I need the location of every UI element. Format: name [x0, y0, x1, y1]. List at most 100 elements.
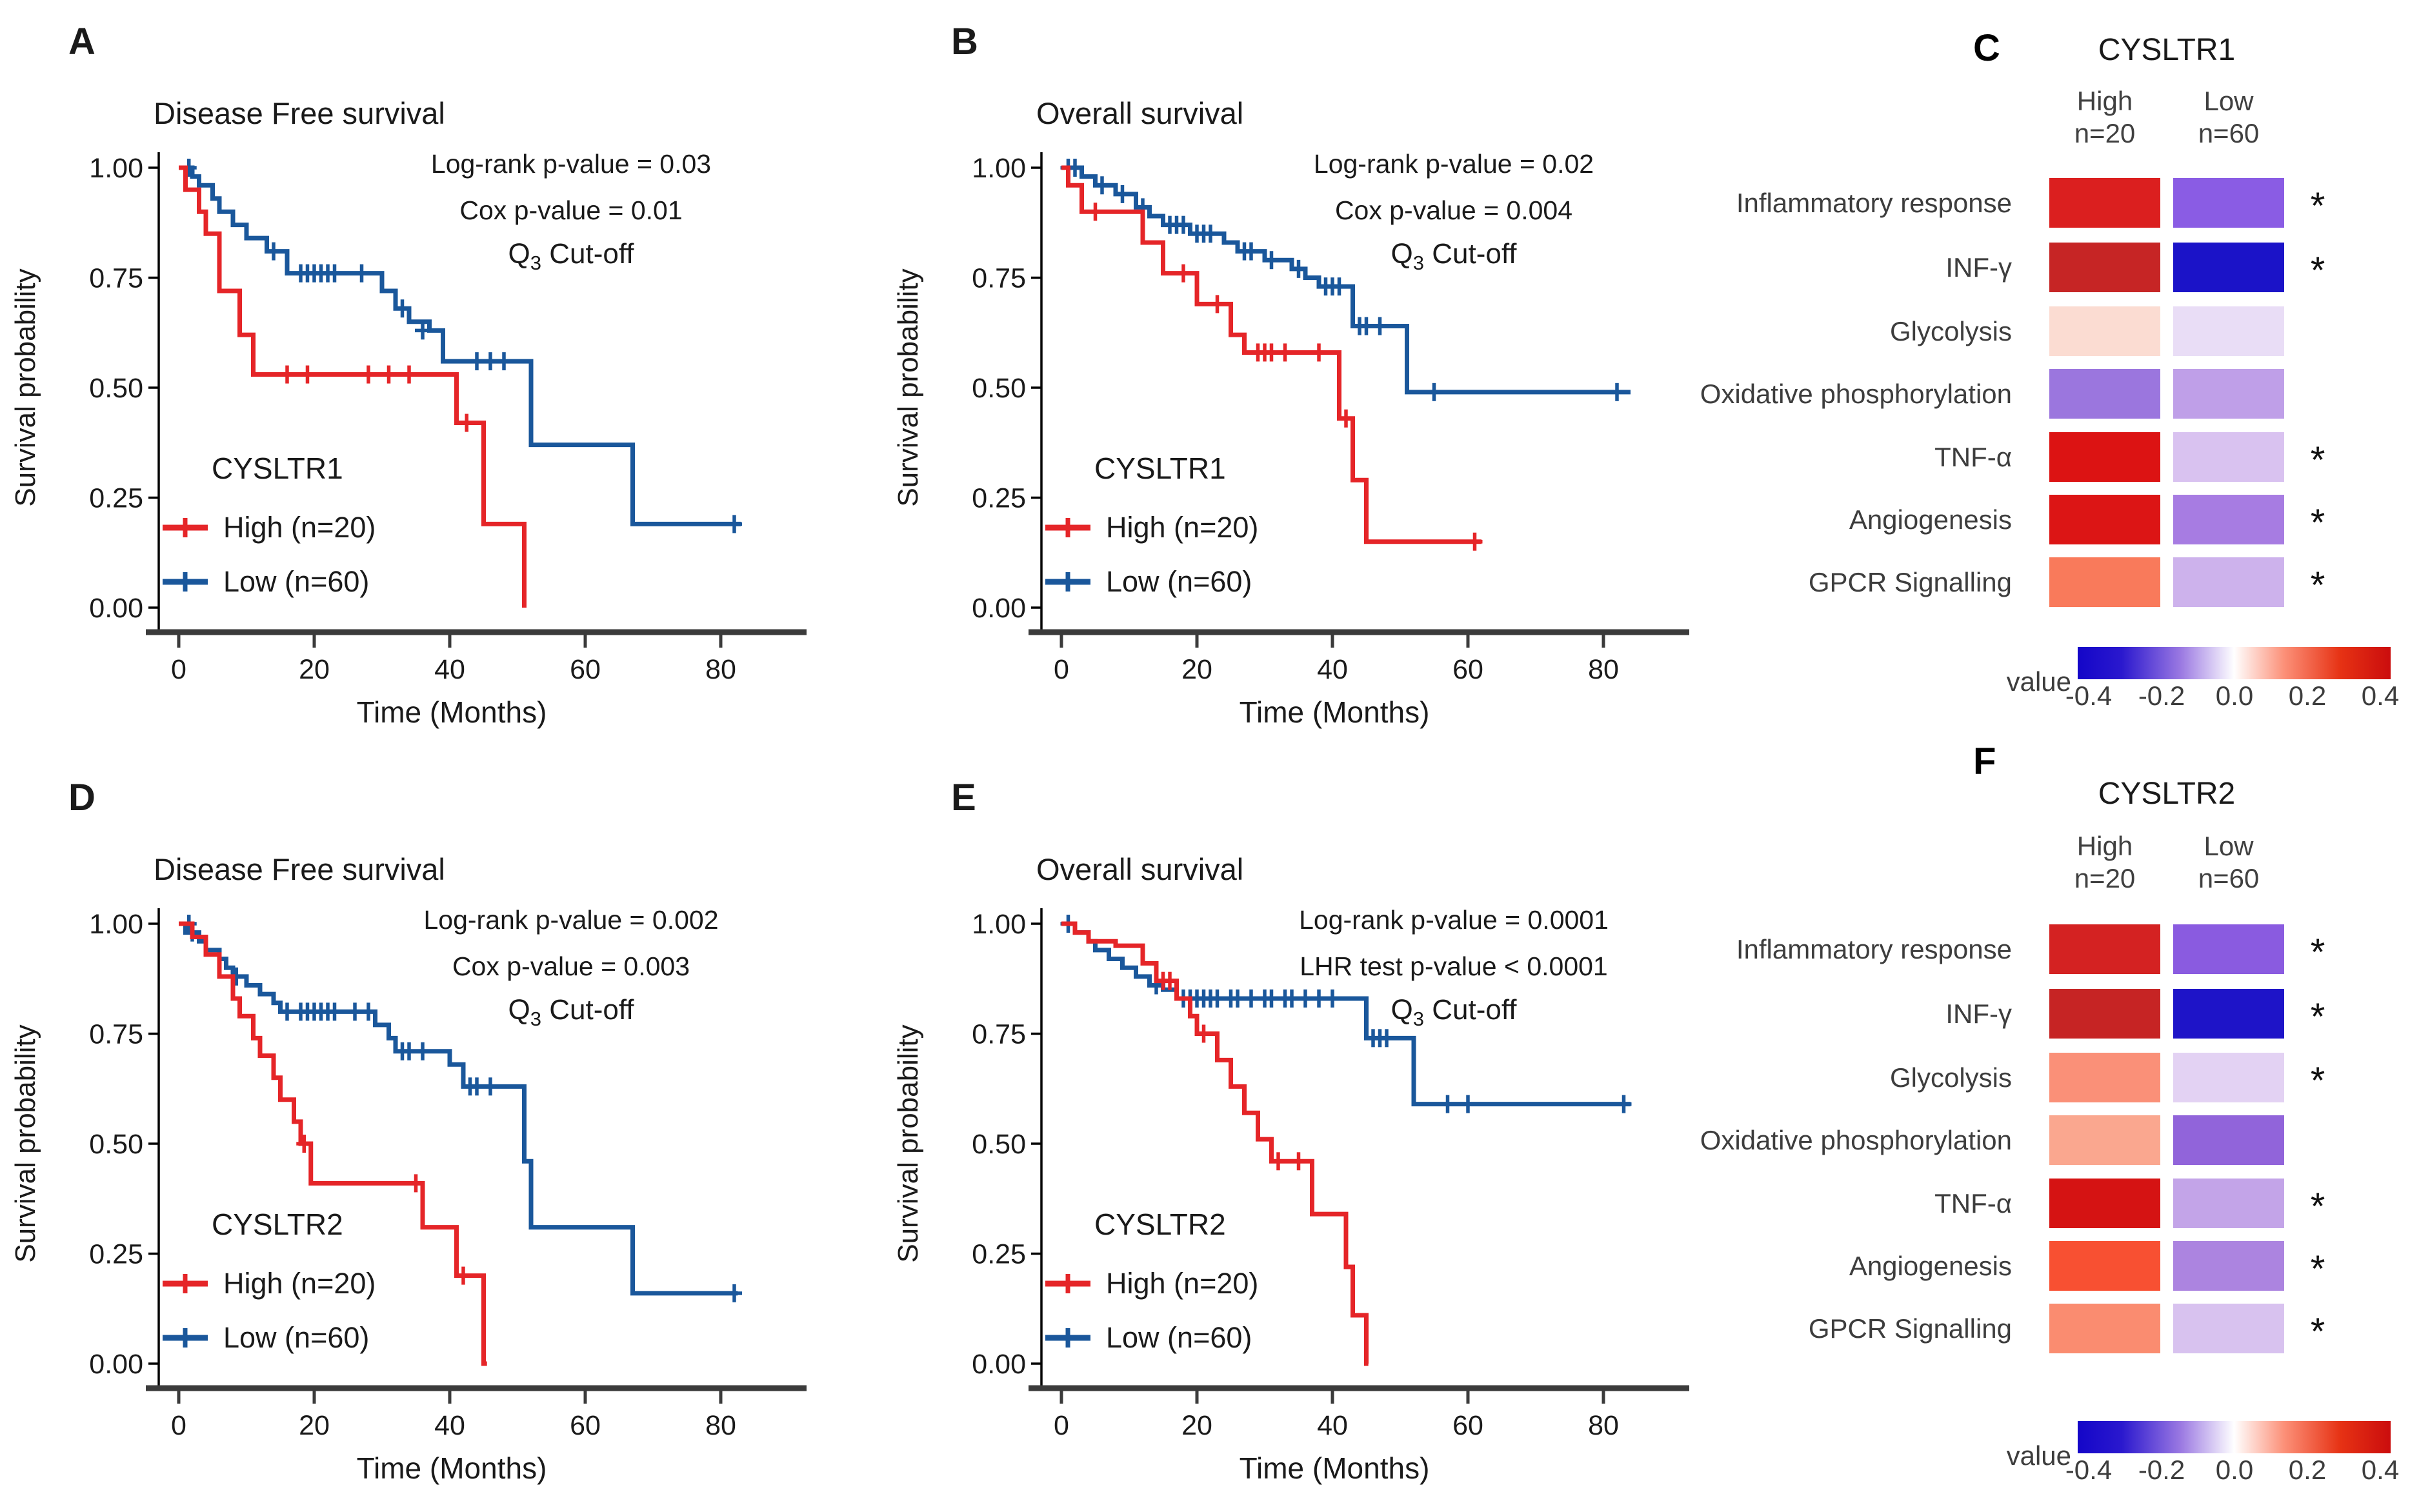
significance-asterisk: * [2310, 931, 2325, 973]
colorbar-value-label: value [2006, 1440, 2071, 1471]
km-curve-low [1061, 921, 1631, 1107]
legend-item-label: Low (n=60) [223, 1321, 369, 1354]
heatmap-cell-high [2049, 495, 2160, 544]
stat-annotation: Cox p-value = 0.003 [452, 951, 690, 981]
stat-annotation: Cox p-value = 0.01 [459, 195, 682, 225]
km-plot-svg-A: A Disease Free survival Survival probabili… [10, 21, 807, 729]
panel-d-disease-free-survival-plot: D Disease Free survival Survival probabili… [0, 756, 881, 1512]
pathway-row-label: GPCR Signalling [1808, 1313, 2012, 1344]
heatmap-cell-high [2049, 989, 2160, 1039]
colorbar-tick-label: -0.4 [2065, 681, 2113, 711]
colorbar-tick-label: 0.2 [2288, 1455, 2327, 1485]
y-tick-label: 0.25 [972, 483, 1026, 514]
x-tick-label: 40 [1317, 1410, 1348, 1441]
x-axis-label: Time (Months) [357, 1451, 547, 1485]
y-tick-label: 0.75 [972, 1019, 1026, 1050]
panel-b-overall-survival-plot: B Overall survival Survival probability 1.0… [883, 0, 1764, 756]
heatmap-cell-low [2173, 1304, 2284, 1353]
y-axis-label: Survival probability [10, 1024, 41, 1262]
km-curve-high [179, 165, 527, 608]
colorbar-tick-label: 0.4 [2361, 1455, 2400, 1485]
plot-title: Overall survival [1036, 852, 1243, 886]
heatmap-cell-low [2173, 306, 2284, 356]
heatmap-cell-low [2173, 243, 2284, 292]
pathway-row-label: INF-γ [1945, 998, 2012, 1029]
heatmap-cell-high [2049, 1053, 2160, 1102]
y-tick-label: 0.50 [89, 1129, 143, 1160]
legend-title: CYSLTR2 [1094, 1208, 1226, 1241]
legend-item-label: Low (n=60) [1106, 1321, 1252, 1354]
y-axis-label: Survival probability [10, 268, 41, 506]
y-tick-label: 1.00 [89, 153, 143, 184]
x-axis-label: Time (Months) [1240, 695, 1430, 729]
heatmap-cell-high [2049, 557, 2160, 607]
cutoff-annotation: Q3 Cut-off [508, 238, 635, 274]
plot-title: Disease Free survival [154, 96, 445, 130]
stat-annotation: Log-rank p-value = 0.02 [1314, 149, 1594, 179]
x-tick-label: 60 [1452, 1410, 1483, 1441]
legend-item-label: High (n=20) [223, 511, 376, 544]
significance-asterisk: * [2310, 501, 2325, 544]
heatmap-cell-high [2049, 1179, 2160, 1228]
x-axis-label: Time (Months) [357, 695, 547, 729]
x-tick-label: 80 [1588, 654, 1619, 685]
legend-item-label: High (n=20) [1106, 511, 1258, 544]
x-tick-label: 60 [570, 1410, 601, 1441]
x-tick-label: 0 [171, 1410, 186, 1441]
heatmap-cell-low [2173, 178, 2284, 228]
y-tick-label: 0.75 [972, 263, 1026, 294]
heatmap-title: CYSLTR1 [2098, 33, 2236, 67]
pathway-row-label: TNF-α [1934, 441, 2012, 472]
y-tick-label: 0.25 [89, 1239, 143, 1270]
y-tick-label: 0.50 [972, 1129, 1026, 1160]
heatmap-cell-low [2173, 557, 2284, 607]
y-tick-label: 0.75 [89, 1019, 143, 1050]
pathway-row-label: Glycolysis [1889, 315, 2012, 346]
significance-asterisk: * [2310, 184, 2325, 227]
stat-annotation: Log-rank p-value = 0.002 [423, 905, 718, 935]
column-subheader-low: n=60 [2198, 118, 2260, 148]
y-tick-label: 0.50 [972, 373, 1026, 404]
panel-letter: D [68, 777, 95, 819]
colorbar-tick-label: 0.2 [2288, 681, 2327, 711]
x-tick-label: 20 [1181, 654, 1212, 685]
y-tick-label: 1.00 [89, 909, 143, 940]
panel-letter: E [951, 777, 976, 819]
legend-item-label: High (n=20) [223, 1267, 376, 1300]
x-tick-label: 60 [570, 654, 601, 685]
colorbar-tick-label: -0.2 [2138, 1455, 2185, 1485]
significance-asterisk: * [2310, 1310, 2325, 1353]
heatmap-cell-low [2173, 989, 2284, 1039]
x-tick-label: 80 [705, 654, 736, 685]
colorbar-tick-label: -0.4 [2065, 1455, 2113, 1485]
pathway-row-label: Inflammatory response [1736, 187, 2012, 218]
cutoff-annotation: Q3 Cut-off [1391, 994, 1518, 1030]
heatmap-cell-low [2173, 1053, 2284, 1102]
heatmap-cell-high [2049, 924, 2160, 974]
plot-title: Overall survival [1036, 96, 1243, 130]
pathway-row-label: TNF-α [1934, 1188, 2012, 1219]
stat-annotation: LHR test p-value < 0.0001 [1300, 951, 1608, 981]
column-header-low: Low [2204, 86, 2254, 116]
km-curve-high [1061, 921, 1369, 1366]
column-header-low: Low [2204, 831, 2254, 861]
x-tick-label: 60 [1452, 654, 1483, 685]
colorbar-tick-label: 0.0 [2215, 1455, 2254, 1485]
y-tick-label: 0.25 [89, 483, 143, 514]
x-tick-label: 40 [434, 1410, 465, 1441]
pathway-row-label: GPCR Signalling [1808, 566, 2012, 597]
panel-letter: B [951, 21, 978, 63]
heatmap-cell-high [2049, 369, 2160, 419]
x-tick-label: 40 [434, 654, 465, 685]
km-plot-svg-E: E Overall survival Survival probability 1.0… [892, 777, 1689, 1485]
significance-asterisk: * [2310, 1059, 2325, 1102]
heatmap-cell-high [2049, 432, 2160, 482]
plot-title: Disease Free survival [154, 852, 445, 886]
stat-annotation: Log-rank p-value = 0.03 [431, 149, 711, 179]
y-tick-label: 0.00 [89, 1349, 143, 1380]
panel-letter: A [68, 21, 95, 63]
legend-item-label: High (n=20) [1106, 1267, 1258, 1300]
heatmap-cell-low [2173, 1241, 2284, 1291]
colorbar-tick-label: -0.2 [2138, 681, 2185, 711]
colorbar-value-label: value [2006, 666, 2071, 697]
